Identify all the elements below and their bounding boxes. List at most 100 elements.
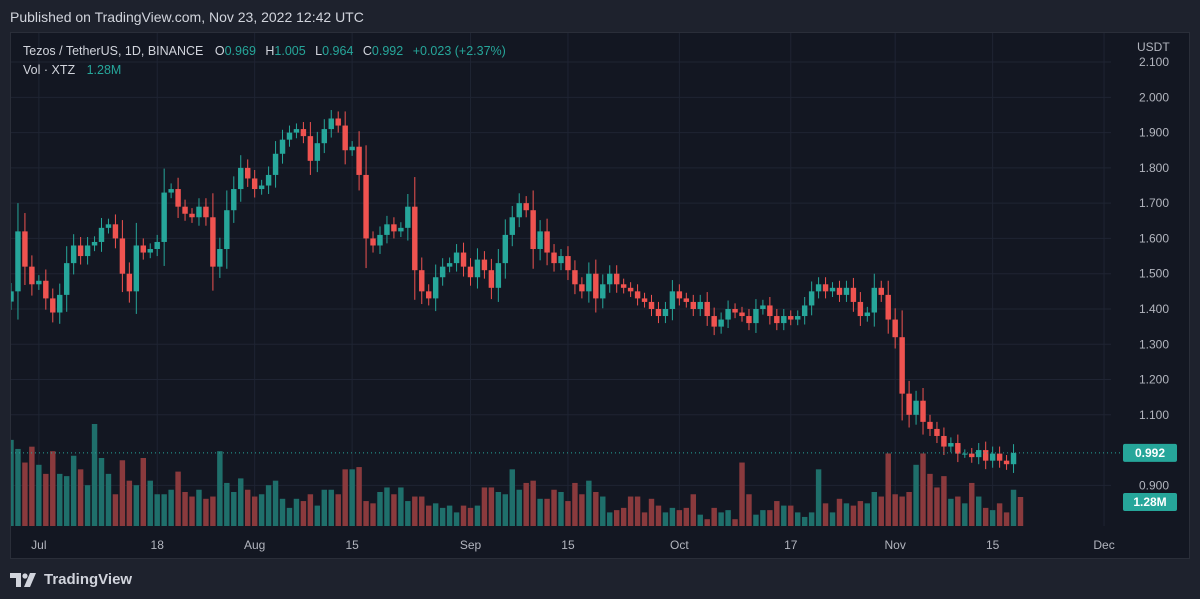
volume-bar	[927, 473, 933, 526]
price-tick-label: 1.700	[1139, 196, 1169, 210]
volume-bar	[314, 505, 321, 526]
price-tick-label: 1.500	[1139, 267, 1169, 281]
candle-body	[697, 301, 703, 309]
chart-panel[interactable]: Jul 18 Aug 15 Sep 15 Oct 17 Nov 15 Dec 2.100 2.000 1.…	[10, 32, 1190, 559]
volume-bar	[140, 458, 146, 526]
candle-body	[231, 189, 237, 211]
volume-bar	[342, 469, 348, 526]
volume-bar	[349, 469, 355, 526]
candle-body	[224, 210, 230, 250]
volume-bar	[982, 507, 989, 526]
volume-bar	[154, 494, 160, 526]
time-tick-label: Aug	[244, 538, 265, 552]
candle-body	[488, 270, 495, 288]
candle-body	[244, 167, 251, 179]
volume-bar	[419, 496, 425, 526]
volume-bar	[753, 514, 759, 526]
candle-body	[439, 266, 446, 278]
candle-body	[996, 453, 1003, 461]
volume-bar	[405, 501, 411, 526]
symbol-label[interactable]: Tezos / TetherUS, 1D, BINANCE	[23, 44, 204, 58]
candle-body	[238, 167, 244, 190]
price-tick-label: 0.900	[1139, 478, 1169, 492]
candle-body	[43, 280, 49, 299]
volume-bar	[328, 489, 334, 526]
candle-body	[718, 319, 724, 327]
volume-bar	[175, 471, 181, 526]
candle-body	[154, 241, 160, 250]
candle-body	[878, 287, 884, 295]
candle-body	[432, 277, 439, 299]
candle-body	[641, 298, 648, 302]
candle-body	[105, 224, 112, 228]
candle-body	[328, 118, 334, 130]
candle-body	[927, 421, 933, 429]
volume-bar	[460, 505, 467, 526]
candle-body	[370, 238, 376, 246]
candle-body	[279, 139, 286, 154]
candle-body	[182, 206, 188, 214]
candle-body	[342, 125, 348, 151]
candle-body	[836, 287, 843, 295]
volume-bar	[607, 512, 613, 526]
candle-body	[683, 298, 690, 302]
volume-bar	[439, 507, 446, 526]
candle-body	[426, 291, 432, 299]
candle-body	[857, 301, 864, 317]
volume-bar	[572, 482, 578, 526]
candle-body	[98, 227, 105, 242]
candlestick-chart[interactable]: Jul 18 Aug 15 Sep 15 Oct 17 Nov 15 Dec 2.100 2.000 1.…	[11, 33, 1190, 559]
volume-bar	[384, 487, 390, 526]
time-tick-label: Nov	[885, 538, 906, 552]
low-label: L	[315, 44, 323, 58]
volume-bar	[147, 480, 153, 526]
candle-body	[864, 312, 871, 317]
volume-bar	[279, 498, 286, 526]
volume-bar	[996, 503, 1003, 526]
volume-bar	[815, 469, 822, 526]
volume-bar	[955, 496, 961, 526]
volume-bar	[962, 503, 968, 526]
volume-bar	[119, 460, 126, 526]
price-tick-label: 1.100	[1139, 408, 1169, 422]
volume-bar	[808, 512, 815, 526]
candle-body	[962, 453, 968, 455]
candle-body	[50, 298, 56, 313]
volume-bar	[613, 510, 620, 526]
candle-body	[412, 206, 418, 271]
candle-body	[934, 428, 940, 436]
candle-body	[161, 192, 167, 242]
volume-bar	[767, 510, 773, 526]
candle-body	[976, 450, 982, 458]
candle-body	[850, 287, 857, 302]
price-tick-label: 1.800	[1139, 161, 1169, 175]
high-label: H	[265, 44, 275, 58]
volume-label[interactable]: Vol · XTZ	[23, 63, 76, 77]
volume-bar	[335, 494, 341, 526]
volume-bar	[655, 505, 662, 526]
candle-body	[258, 185, 265, 190]
candle-body	[495, 263, 502, 288]
volume-bar	[690, 494, 696, 526]
volume-bar	[244, 489, 251, 526]
candle-body	[941, 435, 947, 447]
volume-bar	[77, 469, 84, 526]
volume-bar	[864, 503, 871, 526]
volume-bar	[509, 469, 515, 526]
candle-body	[662, 308, 669, 317]
candle-body	[648, 301, 655, 309]
volume-bar	[551, 489, 557, 526]
close-label: C	[362, 44, 372, 58]
candle-body	[419, 270, 425, 292]
volume-bar	[1010, 489, 1017, 526]
volume-bar	[29, 446, 35, 526]
price-tick-label: 2.100	[1139, 55, 1169, 69]
tradingview-brand[interactable]: TradingView	[10, 571, 132, 588]
published-bar: Published on TradingView.com, Nov 23, 20…	[0, 0, 1200, 32]
volume-bar	[495, 492, 502, 526]
volume-bar	[133, 485, 140, 526]
candle-body	[600, 284, 606, 299]
candle-body	[29, 266, 35, 285]
volume-bar	[412, 496, 418, 526]
volume-bar	[801, 516, 808, 526]
